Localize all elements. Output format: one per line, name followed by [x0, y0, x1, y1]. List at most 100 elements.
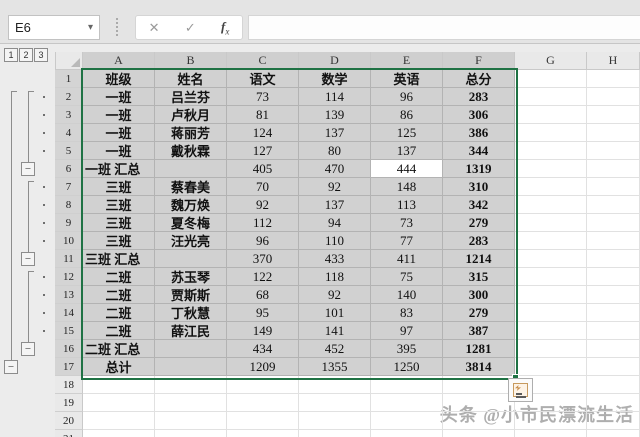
cell-H3[interactable] — [587, 106, 640, 124]
column-header-D[interactable]: D — [299, 52, 371, 70]
cell-D1[interactable]: 数学 — [299, 70, 371, 88]
column-header-G[interactable]: G — [515, 52, 587, 70]
cell-H15[interactable] — [587, 322, 640, 340]
cell-H4[interactable] — [587, 124, 640, 142]
cell-H18[interactable] — [587, 376, 640, 394]
name-box[interactable]: E6 ▾ — [8, 15, 100, 40]
cell-A6[interactable]: 一班 汇总 — [83, 160, 155, 178]
cell-A17[interactable]: 总计 — [83, 358, 155, 376]
cell-B1[interactable]: 姓名 — [155, 70, 227, 88]
cell-C18[interactable] — [227, 376, 299, 394]
cell-C15[interactable]: 149 — [227, 322, 299, 340]
cell-H6[interactable] — [587, 160, 640, 178]
outline-level-1-button[interactable]: 1 — [4, 48, 18, 62]
cell-E13[interactable]: 140 — [371, 286, 443, 304]
cell-E18[interactable] — [371, 376, 443, 394]
cell-D11[interactable]: 433 — [299, 250, 371, 268]
cell-A21[interactable] — [83, 430, 155, 437]
cell-F12[interactable]: 315 — [443, 268, 515, 286]
cell-B14[interactable]: 丁秋慧 — [155, 304, 227, 322]
cell-B13[interactable]: 贾斯斯 — [155, 286, 227, 304]
row-header-2[interactable]: 2 — [55, 88, 83, 106]
cell-D9[interactable]: 94 — [299, 214, 371, 232]
cell-C7[interactable]: 70 — [227, 178, 299, 196]
chevron-down-icon[interactable]: ▾ — [87, 22, 93, 33]
cell-C2[interactable]: 73 — [227, 88, 299, 106]
cell-D16[interactable]: 452 — [299, 340, 371, 358]
cell-C11[interactable]: 370 — [227, 250, 299, 268]
row-header-3[interactable]: 3 — [55, 106, 83, 124]
formula-input[interactable] — [248, 15, 640, 40]
cell-C5[interactable]: 127 — [227, 142, 299, 160]
column-header-H[interactable]: H — [587, 52, 640, 70]
cell-A4[interactable]: 一班 — [83, 124, 155, 142]
quick-analysis-button[interactable] — [508, 378, 533, 402]
cell-F6[interactable]: 1319 — [443, 160, 515, 178]
cell-C14[interactable]: 95 — [227, 304, 299, 322]
cell-B4[interactable]: 蒋丽芳 — [155, 124, 227, 142]
row-header-1[interactable]: 1 — [55, 70, 83, 88]
cell-C13[interactable]: 68 — [227, 286, 299, 304]
cell-C12[interactable]: 122 — [227, 268, 299, 286]
cell-C9[interactable]: 112 — [227, 214, 299, 232]
cell-C21[interactable] — [227, 430, 299, 437]
cell-D7[interactable]: 92 — [299, 178, 371, 196]
cell-H5[interactable] — [587, 142, 640, 160]
cell-F8[interactable]: 342 — [443, 196, 515, 214]
cell-C20[interactable] — [227, 412, 299, 430]
cell-A14[interactable]: 二班 — [83, 304, 155, 322]
cell-G3[interactable] — [515, 106, 587, 124]
cell-D21[interactable] — [299, 430, 371, 437]
cell-F16[interactable]: 1281 — [443, 340, 515, 358]
cell-D13[interactable]: 92 — [299, 286, 371, 304]
cell-E4[interactable]: 125 — [371, 124, 443, 142]
cell-E1[interactable]: 英语 — [371, 70, 443, 88]
row-header-8[interactable]: 8 — [55, 196, 83, 214]
cell-B18[interactable] — [155, 376, 227, 394]
collapse-group-button-row17[interactable]: − — [4, 360, 18, 374]
collapse-group-button-row16[interactable]: − — [21, 342, 35, 356]
cell-B5[interactable]: 戴秋霖 — [155, 142, 227, 160]
cell-F10[interactable]: 283 — [443, 232, 515, 250]
cell-D17[interactable]: 1355 — [299, 358, 371, 376]
cell-G2[interactable] — [515, 88, 587, 106]
cell-E16[interactable]: 395 — [371, 340, 443, 358]
cell-B2[interactable]: 吕兰芬 — [155, 88, 227, 106]
cell-G15[interactable] — [515, 322, 587, 340]
cell-B16[interactable] — [155, 340, 227, 358]
cell-F14[interactable]: 279 — [443, 304, 515, 322]
cell-H8[interactable] — [587, 196, 640, 214]
cell-D8[interactable]: 137 — [299, 196, 371, 214]
select-all-corner[interactable] — [55, 52, 83, 70]
cell-H21[interactable] — [587, 430, 640, 437]
row-header-12[interactable]: 12 — [55, 268, 83, 286]
cell-B17[interactable] — [155, 358, 227, 376]
cell-C19[interactable] — [227, 394, 299, 412]
cell-C1[interactable]: 语文 — [227, 70, 299, 88]
cell-G14[interactable] — [515, 304, 587, 322]
cell-E21[interactable] — [371, 430, 443, 437]
column-header-B[interactable]: B — [155, 52, 227, 70]
cell-C6[interactable]: 405 — [227, 160, 299, 178]
cell-E17[interactable]: 1250 — [371, 358, 443, 376]
cell-H14[interactable] — [587, 304, 640, 322]
cell-A3[interactable]: 一班 — [83, 106, 155, 124]
cell-H2[interactable] — [587, 88, 640, 106]
cell-D19[interactable] — [299, 394, 371, 412]
cell-D20[interactable] — [299, 412, 371, 430]
cell-F11[interactable]: 1214 — [443, 250, 515, 268]
cell-E7[interactable]: 148 — [371, 178, 443, 196]
cell-E3[interactable]: 86 — [371, 106, 443, 124]
cell-G13[interactable] — [515, 286, 587, 304]
row-header-18[interactable]: 18 — [55, 376, 83, 394]
cell-D18[interactable] — [299, 376, 371, 394]
cell-B10[interactable]: 汪光亮 — [155, 232, 227, 250]
cell-G9[interactable] — [515, 214, 587, 232]
cell-H10[interactable] — [587, 232, 640, 250]
row-header-9[interactable]: 9 — [55, 214, 83, 232]
cell-E20[interactable] — [371, 412, 443, 430]
cell-A7[interactable]: 三班 — [83, 178, 155, 196]
row-header-7[interactable]: 7 — [55, 178, 83, 196]
cell-D6[interactable]: 470 — [299, 160, 371, 178]
row-header-15[interactable]: 15 — [55, 322, 83, 340]
